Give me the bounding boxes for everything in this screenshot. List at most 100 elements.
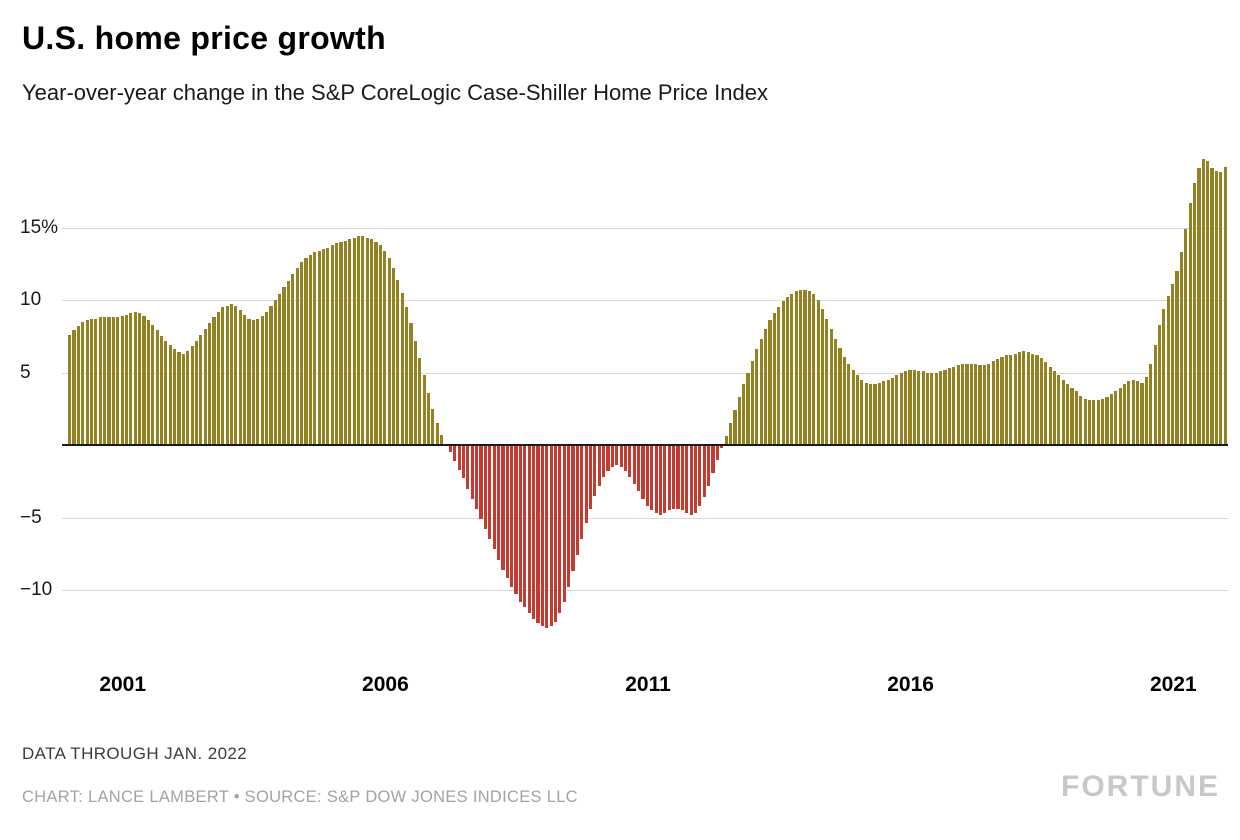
y-axis-label: 15% [20,216,63,239]
bar-positive [842,356,846,445]
bar-positive [387,257,391,445]
bar-positive [877,382,881,445]
bar-positive [190,346,194,445]
bar-positive [413,340,417,445]
bar-negative [689,445,693,515]
bar-positive [405,307,409,445]
bar-positive [1031,353,1035,445]
bar-positive [755,349,759,445]
bar-positive [1188,202,1192,445]
bar-positive [181,353,185,445]
bar-negative [567,445,571,588]
bar-positive [1026,352,1030,445]
bar-positive [855,375,860,445]
fortune-logo: FORTUNE [1061,770,1220,803]
bar-positive [348,239,352,445]
bar-positive [186,350,190,445]
bar-positive [243,314,247,445]
bar-positive [921,371,925,445]
y-axis-label: 10 [20,289,46,311]
bar-positive [142,315,146,445]
bar-positive [273,300,277,445]
bar-positive [409,323,413,445]
bar-positive [138,313,142,445]
bar-positive [391,268,396,445]
bar-positive [116,317,120,445]
gridline [62,300,1228,301]
bar-positive [1066,384,1070,445]
bar-negative [505,445,509,579]
bar-positive [431,408,435,445]
bar-negative [532,445,536,619]
gridline [62,517,1228,519]
bar-positive [164,340,168,445]
bar-positive [300,262,304,445]
bar-negative [698,445,702,506]
bar-positive [374,242,378,445]
bar-positive [733,410,737,445]
bar-negative [571,445,575,572]
bar-positive [1201,159,1205,445]
bar-positive [1101,398,1105,445]
bar-negative [711,445,715,473]
bar-positive [308,255,312,445]
bar-positive [1197,168,1201,445]
bar-positive [107,317,111,445]
bar-positive [120,315,124,445]
bar-negative [645,445,649,506]
bar-positive [234,305,238,445]
bar-negative [475,445,479,509]
bar-positive [313,252,317,445]
bar-positive [943,369,947,445]
bar-positive [939,371,943,445]
bar-positive [330,244,334,445]
bar-positive [361,236,365,445]
bar-negative [466,445,470,489]
bar-positive [768,320,772,445]
y-axis-label: −10 [20,579,57,601]
bar-positive [1061,379,1065,445]
bar-positive [1074,391,1078,445]
bar-positive [890,378,895,445]
bar-negative [479,445,483,519]
bar-positive [1000,356,1004,445]
bar-negative [663,445,667,514]
bar-negative [658,445,663,515]
bar-positive [820,308,825,445]
bar-positive [1140,382,1144,445]
bar-negative [492,445,496,550]
bar-negative [580,445,584,540]
bar-positive [212,317,216,445]
bar-negative [523,445,527,608]
bar-positive [974,363,978,445]
bar-positive [851,369,855,445]
bar-positive [1157,324,1162,445]
bar-positive [1044,362,1048,445]
bar-positive [829,329,833,445]
bar-positive [1223,166,1227,445]
bar-positive [1144,376,1148,445]
bar-positive [1136,381,1140,445]
bar-positive [991,360,995,445]
bar-negative [641,445,645,499]
data-through-note: DATA THROUGH JAN. 2022 [22,744,248,763]
bar-negative [637,445,641,492]
bar-negative [558,445,562,614]
bar-positive [1206,160,1210,445]
x-axis-label: 2021 [1149,673,1197,696]
bar-positive [838,347,842,445]
bar-positive [1118,388,1122,445]
bar-positive [930,372,934,445]
bar-positive [168,344,172,445]
bar-positive [1039,358,1043,445]
bar-positive [1122,384,1127,445]
bar-positive [978,365,982,445]
bar-positive [759,339,763,445]
bar-positive [111,317,115,445]
bar-positive [216,311,220,445]
bar-positive [785,297,790,445]
bar-positive [834,339,838,445]
bar-positive [343,240,347,445]
y-axis-label: 5 [20,361,35,384]
bar-negative [514,445,518,595]
